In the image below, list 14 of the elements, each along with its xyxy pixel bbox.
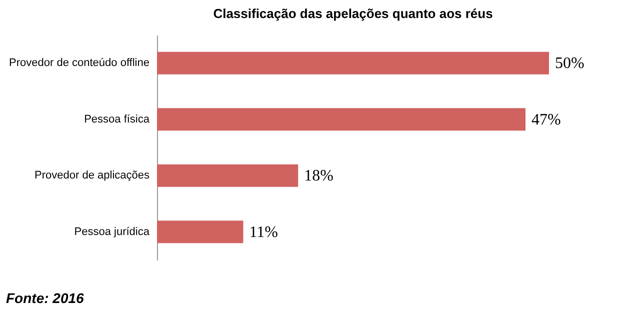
data-label: 47%: [531, 111, 561, 128]
source-note: Fonte: 2016: [6, 290, 84, 306]
chart-title: Classificação das apelações quanto aos réus: [213, 6, 493, 21]
y-tick-label: Provedor de aplicações: [34, 170, 150, 182]
y-tick-label: Pessoa jurídica: [74, 226, 150, 238]
bar: [157, 52, 549, 74]
data-label: 18%: [304, 168, 334, 185]
y-tick-label: Pessoa física: [84, 113, 150, 126]
bar: [157, 108, 526, 131]
data-label: 50%: [555, 55, 584, 72]
bar: [157, 164, 298, 187]
y-tick-label: Provedor de conteúdo offline: [9, 57, 150, 70]
data-label: 11%: [249, 224, 278, 241]
bar: [157, 220, 244, 244]
